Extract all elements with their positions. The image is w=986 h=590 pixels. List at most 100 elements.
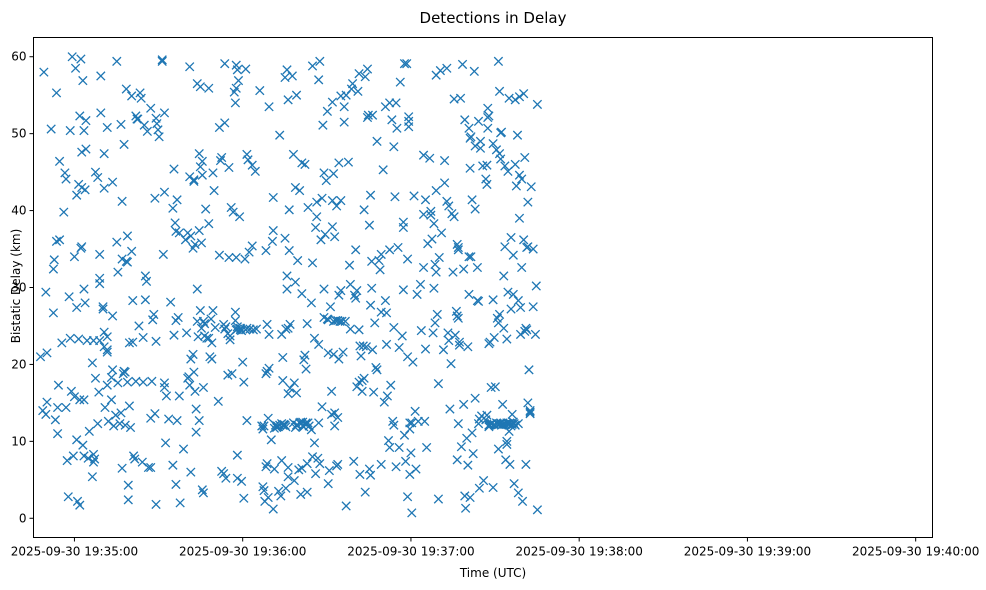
data-point xyxy=(94,387,104,397)
data-point xyxy=(294,465,304,475)
data-point xyxy=(78,75,88,86)
data-point xyxy=(264,329,274,340)
data-point xyxy=(139,120,149,130)
data-point xyxy=(418,262,429,273)
data-point xyxy=(442,196,452,207)
data-point xyxy=(489,332,499,343)
data-point xyxy=(376,459,386,470)
data-point xyxy=(360,72,370,82)
data-point xyxy=(322,106,333,117)
data-point xyxy=(199,318,210,329)
data-point xyxy=(454,337,465,347)
data-point xyxy=(124,401,135,411)
data-point xyxy=(196,238,207,248)
data-point xyxy=(310,468,321,479)
data-point xyxy=(197,485,207,495)
data-point xyxy=(359,373,369,383)
data-point xyxy=(354,377,364,387)
data-point xyxy=(411,464,421,474)
data-point xyxy=(230,98,241,108)
data-point xyxy=(443,328,453,338)
data-point xyxy=(195,162,206,172)
data-point xyxy=(290,277,301,287)
data-point xyxy=(445,404,455,414)
data-point xyxy=(450,330,460,340)
data-point xyxy=(410,406,420,417)
data-point xyxy=(128,337,138,347)
data-point xyxy=(195,305,206,316)
data-point xyxy=(472,262,483,273)
data-point xyxy=(120,367,130,377)
data-point xyxy=(488,138,498,149)
data-point xyxy=(79,395,89,405)
data-point xyxy=(175,498,185,508)
data-point xyxy=(264,102,274,112)
data-point xyxy=(79,284,89,294)
data-point xyxy=(463,460,473,470)
data-point xyxy=(191,427,201,437)
data-point xyxy=(446,358,456,369)
data-point xyxy=(233,75,244,86)
data-point xyxy=(189,176,199,187)
data-point xyxy=(143,462,154,473)
data-point xyxy=(323,478,333,489)
data-point xyxy=(371,362,381,373)
data-point xyxy=(172,195,182,205)
data-point xyxy=(192,284,202,294)
data-point xyxy=(336,285,346,296)
data-point xyxy=(258,424,268,434)
data-point xyxy=(514,213,525,223)
data-point xyxy=(300,350,310,360)
data-point xyxy=(283,388,293,399)
data-point xyxy=(51,88,62,98)
y-tick-label: 0 xyxy=(19,511,27,525)
data-point xyxy=(514,92,525,102)
data-point xyxy=(364,220,375,230)
data-point xyxy=(302,487,312,497)
data-point xyxy=(473,116,484,127)
data-point xyxy=(291,388,302,398)
data-point xyxy=(287,71,297,81)
data-point xyxy=(117,463,127,473)
data-point xyxy=(226,202,236,213)
data-point xyxy=(494,309,505,320)
data-point xyxy=(499,323,509,333)
data-point xyxy=(102,345,112,355)
data-point xyxy=(382,391,393,401)
data-point xyxy=(467,428,477,438)
data-point xyxy=(280,233,290,243)
data-point xyxy=(275,130,285,140)
data-point xyxy=(319,168,329,178)
data-point xyxy=(428,328,438,338)
data-point xyxy=(283,95,293,105)
data-point xyxy=(53,380,64,390)
data-point xyxy=(280,72,290,83)
data-point xyxy=(532,99,543,110)
data-point xyxy=(81,115,91,126)
data-point xyxy=(278,352,288,363)
data-point xyxy=(488,482,498,493)
data-point xyxy=(261,368,271,379)
data-point xyxy=(158,249,168,260)
data-point xyxy=(327,97,338,107)
data-point xyxy=(198,316,209,327)
data-point xyxy=(180,235,191,245)
data-point xyxy=(54,156,65,167)
data-point xyxy=(530,329,541,340)
data-point xyxy=(72,302,82,313)
data-point xyxy=(323,348,333,358)
y-axis-label: Bistatic Delay (km) xyxy=(9,229,23,344)
data-point xyxy=(297,158,307,168)
data-point xyxy=(35,352,46,362)
data-point xyxy=(282,271,292,281)
data-point xyxy=(483,123,493,133)
data-point xyxy=(169,164,179,174)
data-point xyxy=(405,418,415,428)
data-point xyxy=(520,152,530,163)
y-tick-label: 20 xyxy=(11,357,26,371)
data-point xyxy=(517,174,527,184)
data-point xyxy=(460,115,470,125)
data-point xyxy=(309,333,320,343)
data-point xyxy=(98,302,108,312)
data-point xyxy=(96,71,106,81)
